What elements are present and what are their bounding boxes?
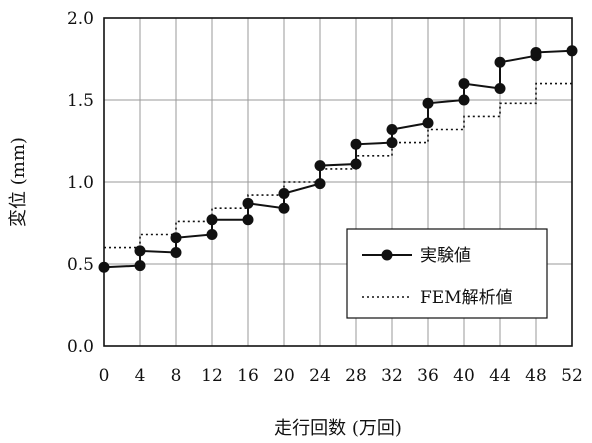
legend-box	[346, 228, 548, 319]
x-tick-label-13: 52	[561, 366, 583, 386]
data-point-0-16	[386, 124, 398, 136]
x-tick-label-10: 40	[453, 366, 475, 386]
legend-label-experimental: 実験値	[420, 246, 471, 266]
x-tick-label-0: 0	[99, 366, 110, 386]
x-tick-label-6: 24	[309, 366, 331, 386]
x-tick-label-7: 28	[345, 366, 367, 386]
data-point-0-10	[278, 187, 290, 199]
data-point-0-24	[530, 46, 542, 58]
data-point-0-6	[206, 214, 218, 226]
data-point-0-14	[350, 138, 362, 150]
x-tick-label-8: 32	[381, 366, 403, 386]
series-line-1	[104, 82, 572, 249]
data-point-0-11	[314, 178, 326, 190]
data-point-0-20	[458, 78, 470, 90]
data-point-0-7	[242, 214, 254, 226]
data-point-0-2	[134, 245, 146, 257]
y-axis-title: 変位 (mm)	[8, 137, 29, 227]
legend: 実験値 FEM解析値	[346, 228, 548, 319]
data-point-0-17	[422, 117, 434, 129]
legend-marker-experimental	[381, 249, 393, 261]
series-line-0	[103, 49, 573, 269]
x-tick-label-4: 16	[237, 366, 259, 386]
x-tick-labels: 0 4 8 12 16 20 24 28 32 36 40 44 48 52	[99, 366, 583, 386]
data-point-0-9	[278, 202, 290, 214]
data-point-0-1	[134, 260, 146, 272]
x-tick-label-5: 20	[273, 366, 295, 386]
x-tick-label-3: 12	[201, 366, 223, 386]
x-tick-label-9: 36	[417, 366, 439, 386]
data-point-0-13	[350, 158, 362, 170]
plot-frame	[103, 17, 573, 347]
data-point-0-19	[458, 94, 470, 106]
y-tick-label-4: 2.0	[67, 9, 94, 29]
legend-label-fem: FEM解析値	[420, 288, 513, 308]
y-tick-label-2: 1.0	[67, 173, 94, 193]
data-point-0-12	[314, 160, 326, 172]
y-tick-labels: 0.0 0.5 1.0 1.5 2.0	[67, 9, 94, 357]
series-layer	[98, 45, 578, 273]
data-point-0-4	[170, 232, 182, 244]
y-tick-label-0: 0.0	[67, 337, 94, 357]
x-tick-label-11: 44	[489, 366, 511, 386]
x-tick-label-1: 4	[135, 366, 146, 386]
data-point-0-15	[386, 137, 398, 149]
x-tick-label-2: 8	[171, 366, 182, 386]
y-tick-label-1: 0.5	[67, 255, 94, 275]
data-point-0-22	[494, 56, 506, 68]
x-tick-label-12: 48	[525, 366, 547, 386]
data-point-0-3	[170, 247, 182, 259]
data-point-0-8	[242, 197, 254, 209]
data-point-0-21	[494, 83, 506, 95]
data-point-0-5	[206, 228, 218, 240]
data-point-0-18	[422, 97, 434, 109]
y-tick-label-3: 1.5	[67, 91, 94, 111]
x-axis-title: 走行回数 (万回)	[274, 418, 402, 439]
